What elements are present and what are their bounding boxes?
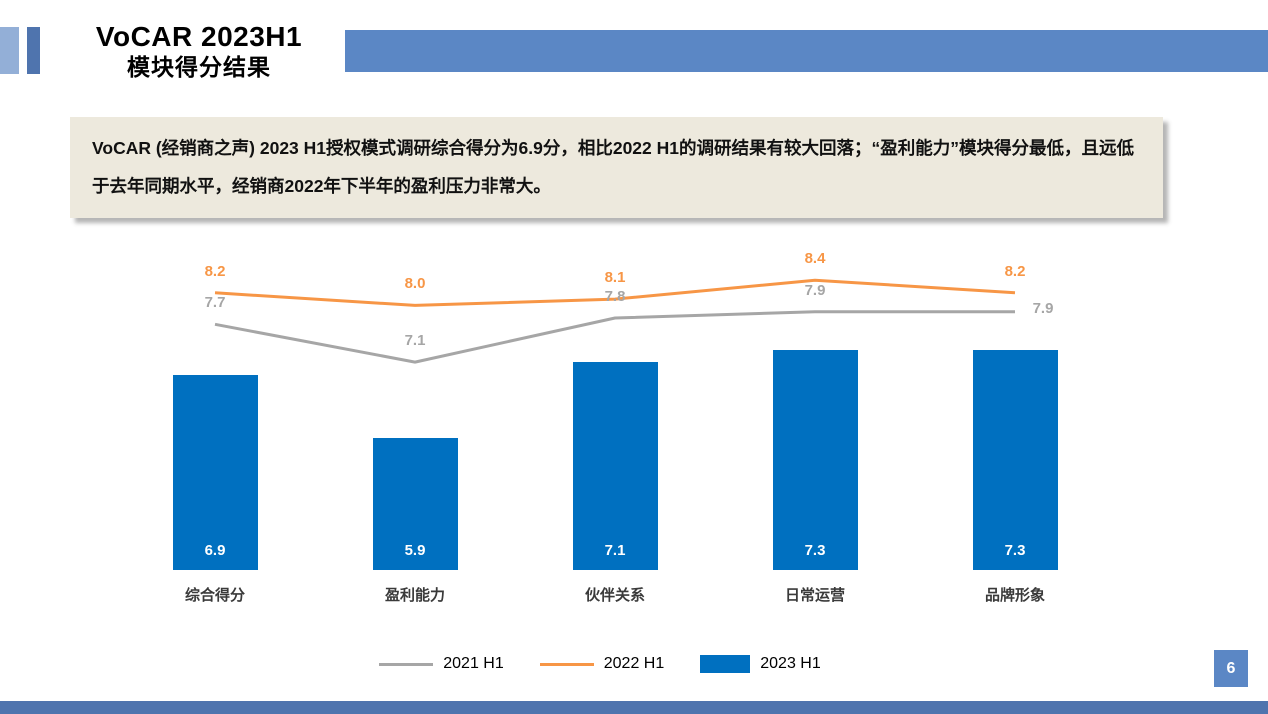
legend-item-2023-h1: 2023 H1	[700, 655, 821, 673]
legend-item-2022-h1: 2022 H1	[539, 655, 665, 673]
page-number-badge: 6	[1214, 650, 1248, 687]
line-2021-h1	[214, 310, 1015, 364]
point-label-2021-h1: 7.1	[404, 332, 426, 350]
line-series-canvas	[214, 278, 1016, 364]
legend-label: 2022 H1	[603, 655, 665, 672]
summary-text: VoCAR (经销商之声) 2023 H1授权模式调研综合得分为6.9分，相比2…	[92, 138, 1135, 196]
point-label-2021-h1: 7.7	[204, 294, 226, 312]
legend-line-swatch-icon	[539, 662, 594, 666]
page-title-line2: 模块得分结果	[127, 53, 271, 80]
bar-2023-h1-1	[172, 374, 258, 570]
point-label-2022-h1: 8.0	[404, 275, 426, 293]
category-label: 伙伴关系	[584, 587, 645, 604]
chart: 6.9 综合得分 5.9 盈利能力 7.1 伙伴关系 7.3 日常运营 7.3 品牌形象 7.7 7.…	[95, 240, 1135, 640]
bar-2023-h1-2	[372, 437, 458, 570]
category-label: 综合得分	[184, 587, 245, 604]
footer-band	[0, 701, 1268, 714]
point-label-2022-h1: 8.1	[604, 269, 626, 287]
bar-2023-h1-3	[572, 362, 658, 570]
point-label-2022-h1: 8.2	[204, 262, 226, 280]
line-2022-h1	[214, 278, 1016, 307]
page-title-line1: VoCAR 2023H1	[95, 21, 303, 52]
point-label-2022-h1: 8.4	[804, 250, 826, 268]
bar-value-label: 5.9	[404, 542, 426, 559]
bar-value-label: 6.9	[204, 542, 226, 559]
legend: 2021 H1 2022 H1 2023 H1	[70, 655, 1130, 673]
point-label-2021-h1: 7.8	[604, 288, 626, 305]
point-label-2022-h1: 8.2	[1004, 262, 1026, 280]
legend-item-2021-h1: 2021 H1	[379, 655, 504, 673]
legend-bar-swatch-icon	[700, 655, 751, 673]
bar-value-label: 7.3	[804, 542, 826, 559]
accent-bar-inner	[27, 27, 40, 74]
category-label: 日常运营	[784, 587, 845, 604]
legend-label: 2023 H1	[760, 655, 821, 672]
bar-value-label: 7.1	[604, 542, 626, 559]
accent-bar-left	[0, 27, 19, 74]
bar-2023-h1-4	[772, 349, 858, 570]
category-label: 品牌形象	[984, 587, 1045, 604]
point-label-2021-h1: 7.9	[804, 281, 826, 299]
summary-box: VoCAR (经销商之声) 2023 H1授权模式调研综合得分为6.9分，相比2…	[70, 117, 1163, 219]
category-label: 盈利能力	[384, 587, 445, 604]
bar-2023-h1-5	[972, 349, 1058, 570]
legend-line-swatch-icon	[379, 662, 434, 666]
point-label-2021-h1: 7.9	[1032, 299, 1054, 317]
page-title: VoCAR 2023H1 模块得分结果	[58, 20, 340, 80]
header-band	[345, 30, 1268, 72]
legend-label: 2021 H1	[443, 655, 504, 672]
page-number: 6	[1226, 659, 1236, 677]
bar-value-label: 7.3	[1004, 542, 1026, 559]
